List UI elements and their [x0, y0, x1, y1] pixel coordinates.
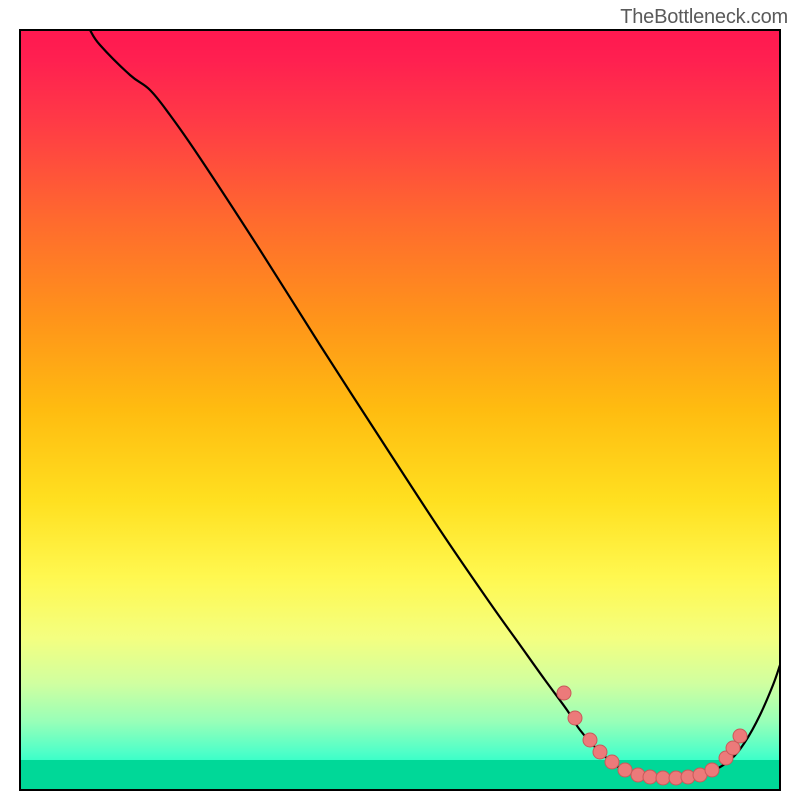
gradient-background — [20, 30, 780, 790]
curve-marker — [618, 763, 632, 777]
chart-svg — [0, 0, 800, 800]
watermark-label: TheBottleneck.com — [620, 6, 788, 29]
curve-marker — [593, 745, 607, 759]
bottleneck-chart: TheBottleneck.com — [0, 0, 800, 800]
curve-marker — [643, 770, 657, 784]
curve-marker — [605, 755, 619, 769]
curve-marker — [568, 711, 582, 725]
curve-marker — [583, 733, 597, 747]
curve-marker — [557, 686, 571, 700]
curve-marker — [656, 771, 670, 785]
curve-marker — [733, 729, 747, 743]
curve-marker — [705, 763, 719, 777]
